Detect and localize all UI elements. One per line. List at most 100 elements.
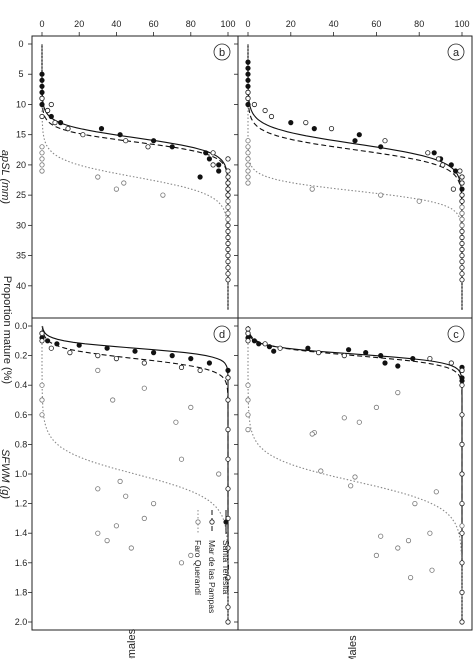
- data-point: [225, 228, 231, 234]
- data-point: [277, 345, 283, 351]
- data-point: [427, 355, 433, 362]
- plot-frame: [31, 35, 239, 319]
- data-point: [245, 180, 251, 186]
- x-tick-label: 0.0: [15, 321, 28, 331]
- x-tick-label: 35: [16, 251, 26, 261]
- data-point: [45, 107, 51, 114]
- data-point: [416, 198, 422, 204]
- data-point: [225, 186, 231, 192]
- data-point: [216, 162, 222, 168]
- y-tick-label: 80: [414, 19, 424, 29]
- plot-frame: [237, 35, 473, 319]
- panel-letter-badge: [213, 325, 231, 343]
- y-tick-label: 40: [111, 19, 121, 29]
- data-point: [39, 89, 45, 96]
- data-point: [39, 168, 45, 174]
- data-point: [459, 560, 465, 566]
- data-point: [262, 341, 268, 347]
- data-point: [395, 389, 401, 396]
- data-point: [363, 349, 369, 356]
- data-point: [245, 156, 251, 162]
- data-point: [459, 367, 465, 373]
- data-point: [173, 419, 179, 425]
- data-point: [395, 363, 401, 369]
- data-point: [245, 89, 251, 96]
- data-point: [225, 277, 231, 283]
- data-point: [39, 382, 45, 388]
- legend-label: Faro Querandí: [193, 540, 203, 596]
- data-point: [39, 412, 45, 418]
- data-point: [225, 253, 231, 259]
- x-tick-label: 20: [16, 160, 26, 170]
- x-tick-label: 1.6: [15, 558, 28, 568]
- data-point: [459, 500, 465, 507]
- data-point: [459, 265, 465, 271]
- data-point: [123, 493, 129, 499]
- data-point: [382, 360, 388, 366]
- data-point: [197, 174, 203, 180]
- data-point: [121, 180, 127, 186]
- legend-marker: [209, 519, 215, 525]
- data-point: [225, 198, 231, 204]
- data-point: [435, 156, 442, 162]
- data-point: [39, 397, 45, 403]
- data-point: [225, 367, 231, 373]
- data-point: [459, 441, 465, 447]
- data-point: [373, 404, 379, 410]
- data-point: [178, 364, 185, 370]
- curve-dotted: [247, 326, 463, 622]
- y-tick-label: 20: [74, 19, 84, 29]
- data-point: [395, 545, 401, 551]
- data-point: [225, 426, 231, 433]
- y-tick-label: 100: [220, 19, 235, 29]
- data-point: [39, 156, 45, 162]
- data-point: [225, 574, 231, 581]
- data-point: [459, 471, 465, 477]
- data-point: [245, 338, 251, 344]
- legend: Santa Teresita Mar de las Pampas Faro Quer…: [193, 510, 231, 613]
- data-point: [178, 456, 185, 462]
- data-point: [216, 168, 222, 174]
- data-point: [39, 95, 45, 102]
- data-point: [318, 468, 324, 474]
- x-tick-label: 1.2: [15, 499, 28, 509]
- data-point: [95, 352, 101, 359]
- data-point: [206, 360, 213, 366]
- data-point: [459, 216, 465, 222]
- y-tick-label: 60: [149, 19, 159, 29]
- data-point: [206, 156, 213, 162]
- data-point: [433, 489, 439, 495]
- x-axis-label: SFWM (g): [0, 449, 11, 499]
- x-tick-label: 0.8: [15, 439, 28, 449]
- data-point: [169, 144, 175, 150]
- x-tick-label: 0: [18, 39, 23, 49]
- y-tick-label: 40: [329, 19, 339, 29]
- data-point: [378, 192, 384, 198]
- males-label: Males: [347, 635, 359, 659]
- x-tick-label: 5: [18, 69, 23, 79]
- data-point: [268, 113, 275, 120]
- data-point: [245, 382, 251, 388]
- data-point: [128, 545, 134, 551]
- curve-solid: [247, 326, 463, 622]
- data-point: [245, 138, 251, 144]
- y-axis-label: Proportion mature (%): [1, 276, 13, 384]
- data-point: [48, 101, 54, 108]
- data-point: [225, 265, 231, 271]
- data-point: [245, 101, 251, 108]
- data-point: [65, 126, 71, 132]
- data-point: [245, 162, 251, 168]
- data-point: [178, 560, 185, 566]
- x-tick-label: 1.8: [15, 587, 28, 597]
- data-point: [188, 552, 194, 559]
- x-tick-label: 30: [16, 220, 26, 230]
- curve-dotted: [41, 326, 229, 622]
- data-point: [405, 537, 412, 544]
- data-point: [245, 426, 251, 433]
- data-point: [39, 101, 45, 108]
- data-point: [309, 186, 315, 192]
- data-point: [459, 530, 465, 536]
- data-point: [48, 113, 54, 120]
- data-point: [225, 216, 231, 222]
- data-point: [251, 338, 257, 344]
